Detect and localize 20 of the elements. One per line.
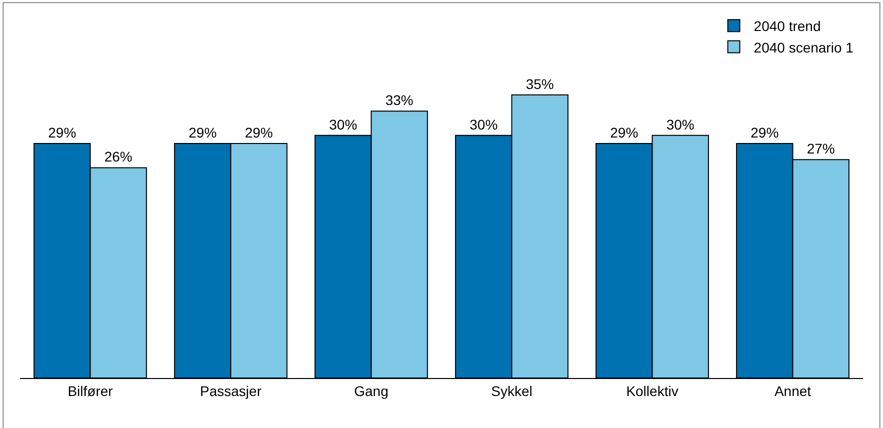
x-tick-label: Sykkel: [491, 382, 532, 399]
x-tick-label: Gang: [354, 382, 388, 399]
x-tick-label: Annet: [774, 382, 812, 399]
data-label: 33%: [385, 92, 414, 108]
x-tick-label: Kollektiv: [626, 382, 678, 399]
data-label: 29%: [188, 124, 217, 140]
x-tick-label: Passasjer: [200, 382, 262, 399]
data-label: 35%: [526, 76, 554, 92]
data-label: 27%: [806, 140, 835, 157]
data-label: 29%: [244, 124, 273, 140]
data-label: 30%: [329, 116, 358, 132]
legend-label: 2040 trend: [754, 18, 821, 34]
legend-label: 2040 scenario 1: [754, 39, 854, 56]
data-label: 30%: [666, 116, 694, 132]
data-label: 30%: [470, 116, 498, 132]
data-label: 29%: [610, 124, 638, 140]
data-label: 26%: [104, 148, 132, 165]
x-tick-label: Bilfører: [68, 382, 114, 399]
data-label: 29%: [750, 124, 779, 140]
data-label: 29%: [48, 124, 76, 140]
